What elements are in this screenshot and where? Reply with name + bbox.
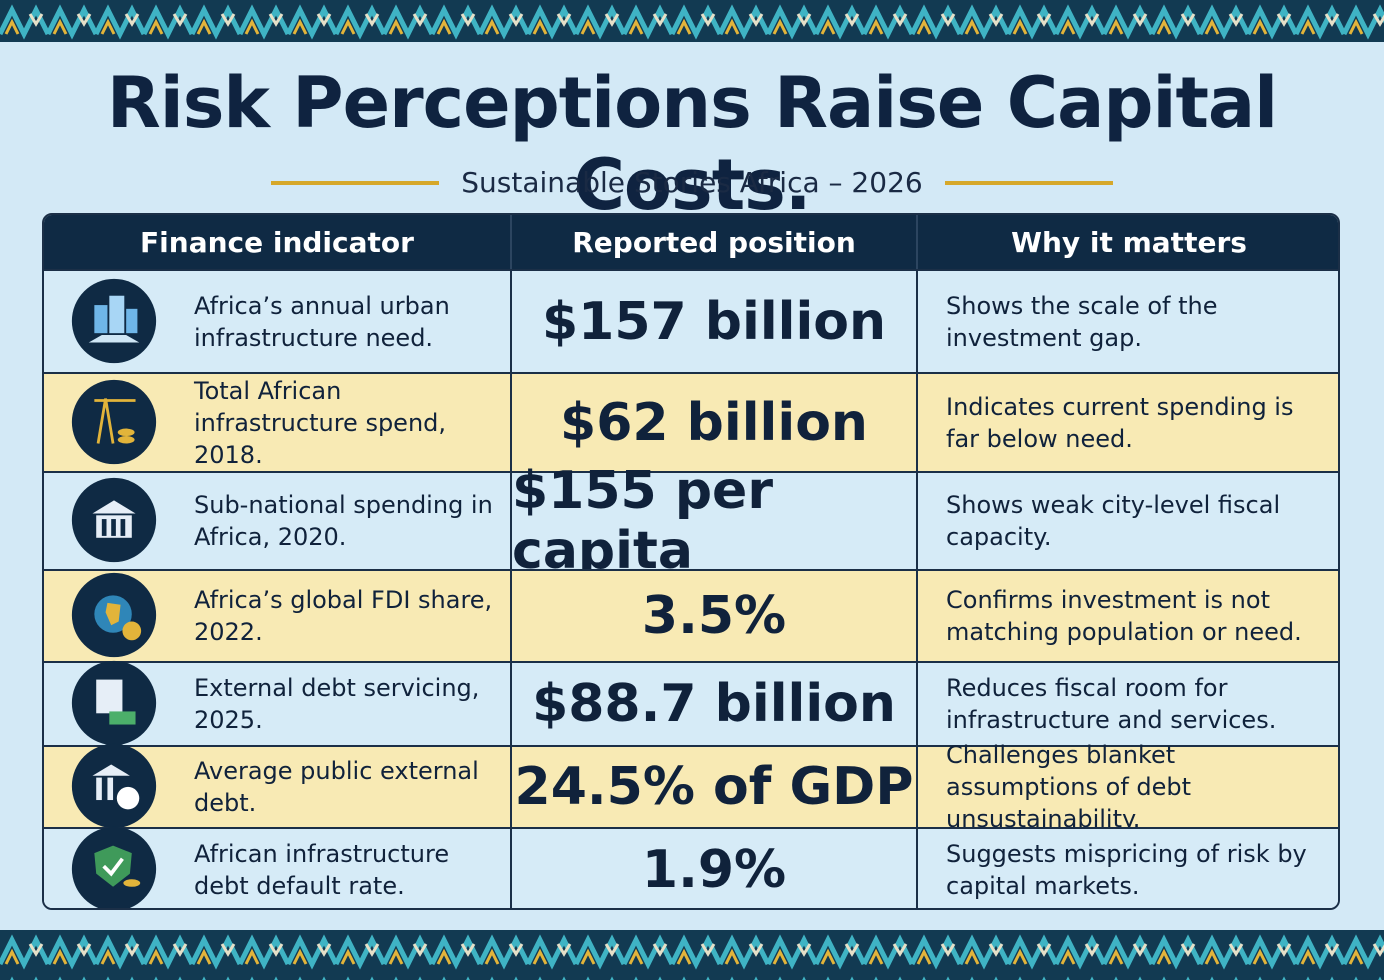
column-header: Why it matters xyxy=(916,215,1338,269)
table: Finance indicator Reported position Why it… xyxy=(42,213,1340,910)
bottom-border xyxy=(0,930,1384,980)
position-cell: $88.7 billion xyxy=(510,661,916,745)
subtitle-row: Sustainable Stories Africa – 2026 xyxy=(0,166,1384,199)
rule xyxy=(271,180,440,185)
why-cell: Challenges blanket assumptions of debt u… xyxy=(916,741,1338,833)
row-icon xyxy=(71,278,157,363)
column-header: Finance indicator xyxy=(44,215,510,269)
why-cell: Indicates current spending is far below … xyxy=(916,372,1338,471)
subtitle: Sustainable Stories Africa – 2026 xyxy=(461,166,923,199)
top-border xyxy=(0,0,1384,42)
why-cell: Confirms investment is not matching popu… xyxy=(916,569,1338,661)
why-cell: Shows the scale of the investment gap. xyxy=(916,269,1338,372)
row-icon xyxy=(71,826,157,908)
position-cell: 3.5% xyxy=(510,569,916,661)
why-cell: Suggests mispricing of risk by capital m… xyxy=(916,827,1338,908)
column-header: Reported position xyxy=(510,215,916,269)
why-cell: Shows weak city-level fiscal capacity. xyxy=(916,471,1338,569)
row-icon xyxy=(71,477,157,563)
row-icon xyxy=(71,660,157,746)
position-cell: $157 billion xyxy=(510,269,916,372)
row-icon xyxy=(71,743,157,829)
rule xyxy=(944,180,1113,185)
title: Risk Perceptions Raise Capital Costs. xyxy=(106,62,1278,226)
position-cell: $62 billion xyxy=(510,372,916,471)
position-cell: 24.5% of GDP xyxy=(510,745,916,827)
row-icon xyxy=(71,379,157,464)
position-cell: 1.9% xyxy=(510,827,916,908)
why-cell: Reduces fiscal room for infrastructure a… xyxy=(916,661,1338,745)
position-cell: $155 per capita xyxy=(510,461,916,581)
row-icon xyxy=(71,572,157,658)
